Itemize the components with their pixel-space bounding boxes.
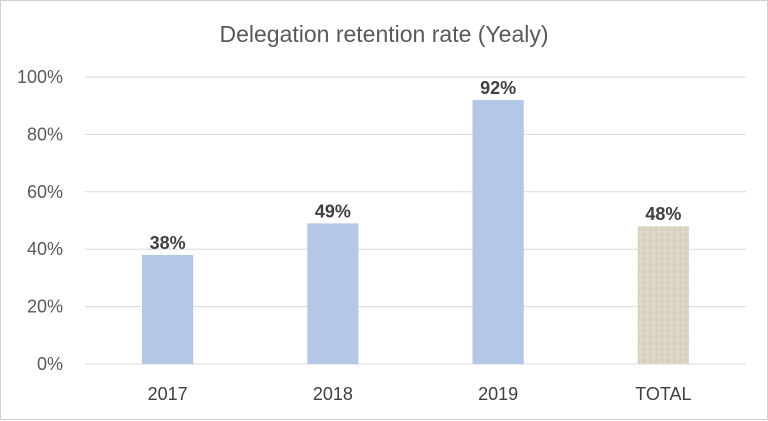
gridlines <box>85 76 746 365</box>
y-tick-label: 40% <box>27 239 63 259</box>
bar-2019 <box>472 99 524 365</box>
chart-title: Delegation retention rate (Yealy) <box>219 21 548 47</box>
y-tick-label: 100% <box>17 67 63 87</box>
y-tick-label: 80% <box>27 124 63 144</box>
bar-2018 <box>307 223 359 364</box>
bar-total <box>637 226 689 364</box>
data-label-2017: 38% <box>150 233 186 253</box>
data-label-2018: 49% <box>315 201 351 221</box>
y-tick-label: 60% <box>27 182 63 202</box>
data-label-2019: 92% <box>480 78 516 98</box>
data-labels: 38% 49% 92% 48% <box>150 78 682 253</box>
x-tick-label: 2018 <box>313 384 353 404</box>
x-tick-label: TOTAL <box>635 384 691 404</box>
x-tick-label: 2019 <box>478 384 518 404</box>
x-tick-label: 2017 <box>148 384 188 404</box>
bar-2017 <box>142 254 194 364</box>
y-tick-label: 0% <box>37 354 63 374</box>
x-axis-category-labels: 2017 2018 2019 TOTAL <box>148 384 692 404</box>
y-tick-label: 20% <box>27 297 63 317</box>
data-label-total: 48% <box>645 204 681 224</box>
bars <box>142 99 689 365</box>
y-axis-tick-labels: 0% 20% 40% 60% 80% 100% <box>17 67 63 374</box>
